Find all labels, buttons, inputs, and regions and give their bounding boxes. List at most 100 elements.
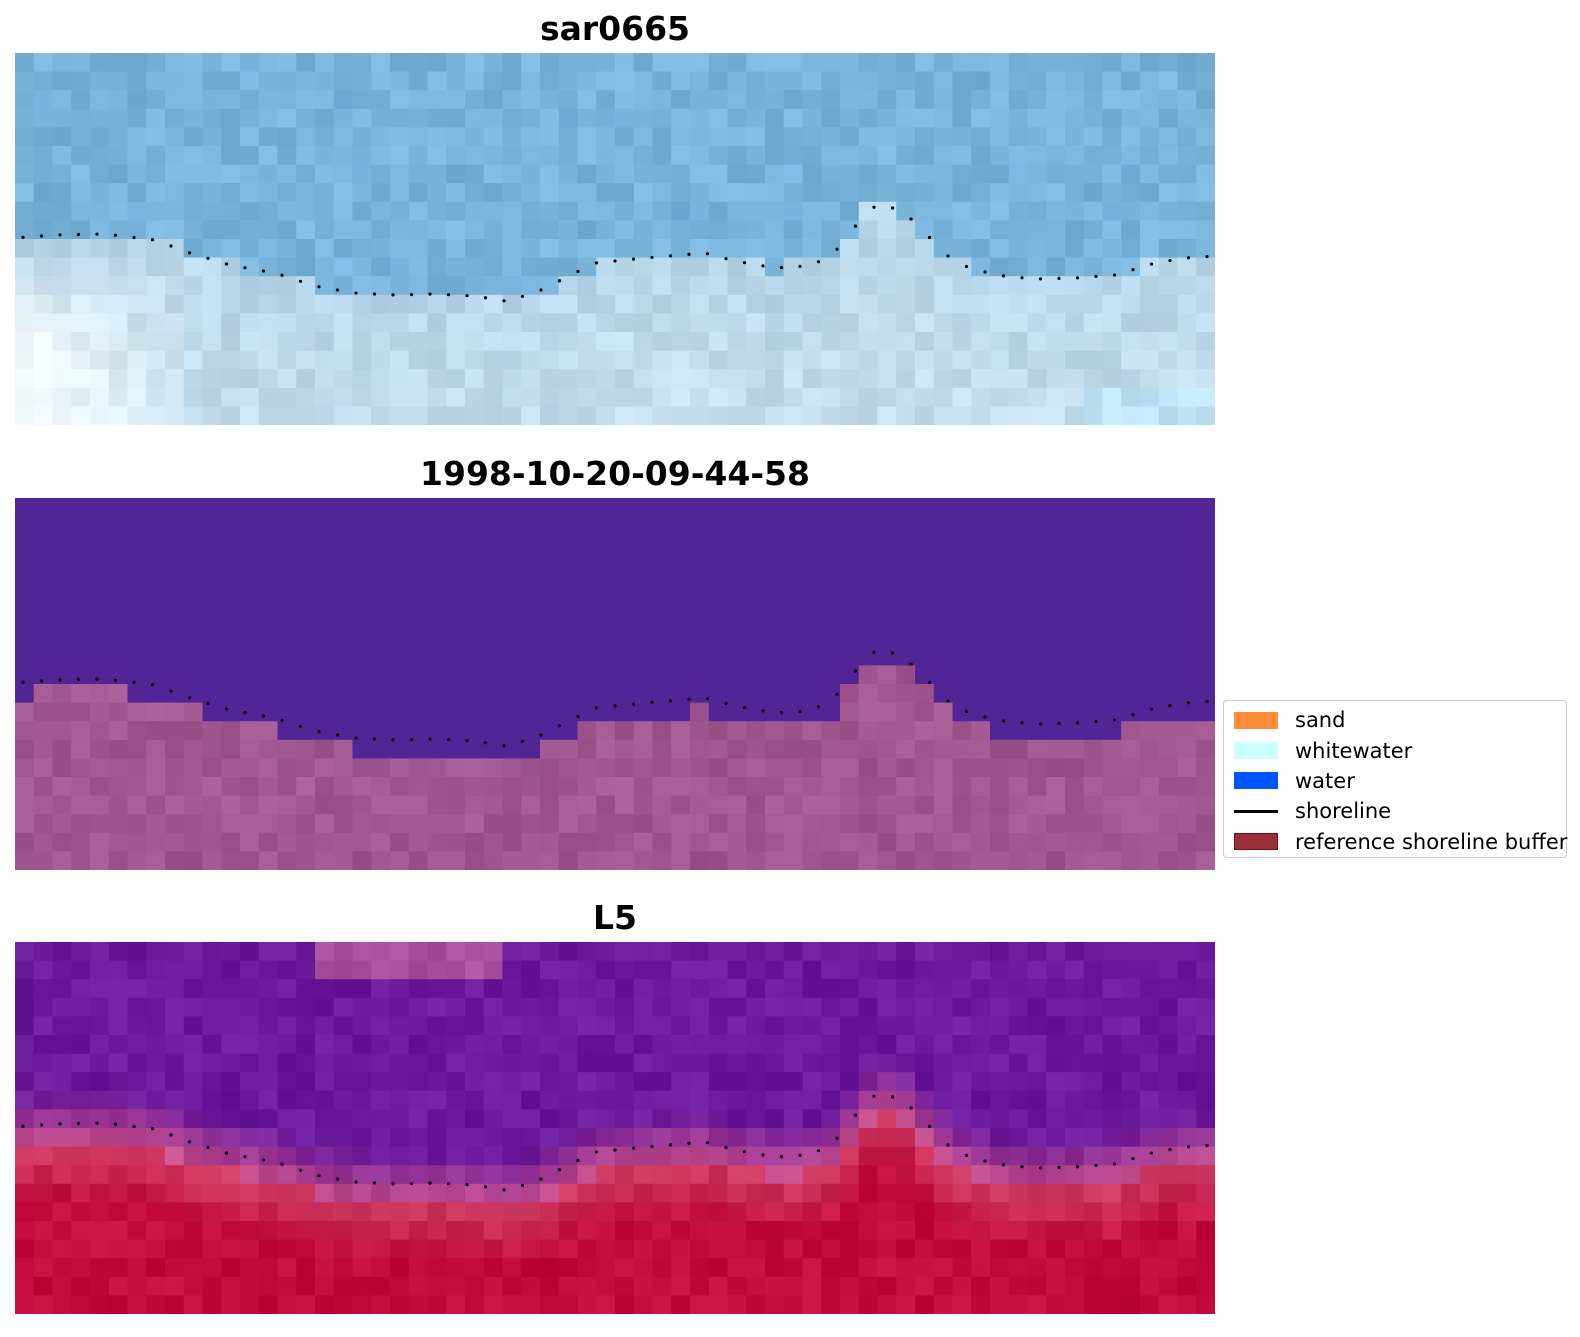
shoreline-dot bbox=[964, 709, 969, 714]
shoreline-dot bbox=[1205, 254, 1209, 259]
shoreline-dot bbox=[890, 1095, 895, 1099]
shoreline-dot bbox=[816, 260, 821, 264]
shoreline-dot bbox=[1094, 274, 1098, 279]
shoreline-dot bbox=[927, 1124, 932, 1129]
shoreline-dot bbox=[1168, 1147, 1172, 1152]
shoreline-dot bbox=[1131, 268, 1135, 272]
shoreline-dot bbox=[946, 699, 950, 703]
rgb-image-canvas bbox=[15, 53, 1215, 425]
shoreline-dot bbox=[280, 1162, 284, 1166]
shoreline-dot bbox=[779, 1154, 784, 1159]
shoreline-dot bbox=[187, 696, 192, 700]
shoreline-dot bbox=[835, 692, 839, 696]
shoreline-dot bbox=[1205, 699, 1209, 704]
shoreline-dot bbox=[483, 741, 488, 745]
shoreline-dot bbox=[1057, 721, 1061, 725]
classification-image-canvas bbox=[15, 498, 1215, 870]
legend-label-water: water bbox=[1295, 768, 1355, 793]
shoreline-dot bbox=[687, 1141, 691, 1145]
shoreline-dot bbox=[761, 1153, 765, 1157]
shoreline-dot bbox=[21, 1124, 25, 1128]
shoreline-dot bbox=[39, 1123, 44, 1127]
shoreline-dot bbox=[705, 1141, 710, 1145]
shoreline-dot bbox=[39, 234, 44, 238]
shoreline-dot bbox=[872, 205, 876, 209]
shoreline-dot bbox=[557, 1168, 562, 1172]
shoreline-dot bbox=[335, 1177, 340, 1181]
shoreline-dot bbox=[224, 1151, 229, 1155]
shoreline-dot bbox=[1186, 1145, 1191, 1149]
shoreline-dot bbox=[335, 288, 340, 292]
shoreline-dot bbox=[1038, 277, 1043, 281]
shoreline-dot bbox=[21, 235, 25, 239]
shoreline-dot bbox=[354, 291, 358, 295]
shoreline-dot bbox=[927, 680, 932, 685]
shoreline-dot bbox=[890, 651, 895, 655]
shoreline-dot bbox=[224, 262, 229, 266]
legend-item-shoreline: shoreline bbox=[1232, 796, 1558, 826]
shoreline-dot bbox=[58, 1122, 62, 1126]
shoreline-dot bbox=[687, 697, 691, 701]
shoreline-dot bbox=[1112, 718, 1117, 722]
shoreline-dot bbox=[1075, 721, 1080, 725]
shoreline-dot bbox=[206, 701, 210, 705]
index-image-canvas bbox=[15, 942, 1215, 1314]
shoreline-dot bbox=[761, 264, 765, 268]
shoreline-dot bbox=[372, 1181, 377, 1185]
shoreline-dot bbox=[909, 1106, 913, 1110]
shoreline-dot bbox=[21, 680, 25, 684]
shoreline-dot bbox=[872, 650, 876, 654]
shoreline-dot bbox=[668, 254, 673, 258]
shoreline-dot bbox=[372, 737, 377, 741]
legend-label-reference-shoreline-buffer: reference shoreline buffer bbox=[1295, 829, 1568, 854]
shoreline-dot bbox=[557, 279, 562, 283]
legend-item-reference-shoreline-buffer: reference shoreline buffer bbox=[1232, 827, 1567, 857]
shoreline-dot bbox=[76, 677, 81, 682]
shoreline-dot bbox=[779, 265, 784, 270]
shoreline-dot bbox=[224, 707, 229, 711]
shoreline-dot bbox=[1205, 1143, 1209, 1148]
shoreline-dot bbox=[1094, 1163, 1098, 1168]
shoreline-dot bbox=[113, 678, 118, 682]
shoreline-dot bbox=[1001, 719, 1006, 723]
classification-image-panel bbox=[15, 498, 1215, 870]
shoreline-dot bbox=[1075, 1165, 1080, 1169]
legend-item-water: water bbox=[1232, 766, 1558, 796]
shoreline-dot bbox=[132, 235, 136, 240]
shoreline-dot bbox=[261, 1158, 266, 1162]
shoreline-dot bbox=[964, 264, 969, 269]
shoreline-dot bbox=[576, 714, 580, 719]
shoreline-dot bbox=[761, 709, 765, 713]
shoreline-dot bbox=[650, 255, 654, 260]
shoreline-dot bbox=[409, 1181, 414, 1186]
shoreline-dot bbox=[132, 680, 136, 685]
shoreline-dot bbox=[668, 1143, 673, 1147]
shoreline-dot bbox=[1168, 258, 1172, 263]
shoreline-dot bbox=[798, 264, 802, 268]
shoreline-dot bbox=[298, 1168, 303, 1172]
shoreline-dot bbox=[243, 266, 247, 270]
shoreline-dot bbox=[1020, 276, 1024, 280]
shoreline-dot bbox=[983, 1159, 987, 1163]
shoreline-dot bbox=[798, 1153, 802, 1157]
shoreline-dot bbox=[428, 292, 432, 296]
legend-item-sand: sand bbox=[1232, 705, 1558, 735]
shoreline-dot bbox=[428, 1181, 432, 1185]
shoreline-dot bbox=[150, 238, 155, 242]
shoreline-dot bbox=[502, 1188, 506, 1192]
shoreline-dot bbox=[557, 724, 562, 728]
shoreline-dot bbox=[890, 206, 895, 210]
shoreline-dot bbox=[520, 1183, 525, 1187]
shoreline-dot bbox=[835, 247, 839, 251]
shoreline-dot bbox=[613, 259, 617, 263]
shoreline-dot bbox=[816, 1149, 821, 1153]
shoreline-dot bbox=[853, 1113, 858, 1117]
shoreline-dot bbox=[613, 704, 617, 708]
shoreline-dot bbox=[520, 294, 525, 298]
shoreline-dot bbox=[946, 1143, 950, 1147]
shoreline-dot bbox=[169, 244, 173, 248]
legend-label-whitewater: whitewater bbox=[1295, 738, 1413, 763]
shoreline-dot bbox=[243, 711, 247, 715]
shoreline-dot bbox=[113, 233, 118, 237]
shoreline-dot bbox=[502, 299, 506, 303]
